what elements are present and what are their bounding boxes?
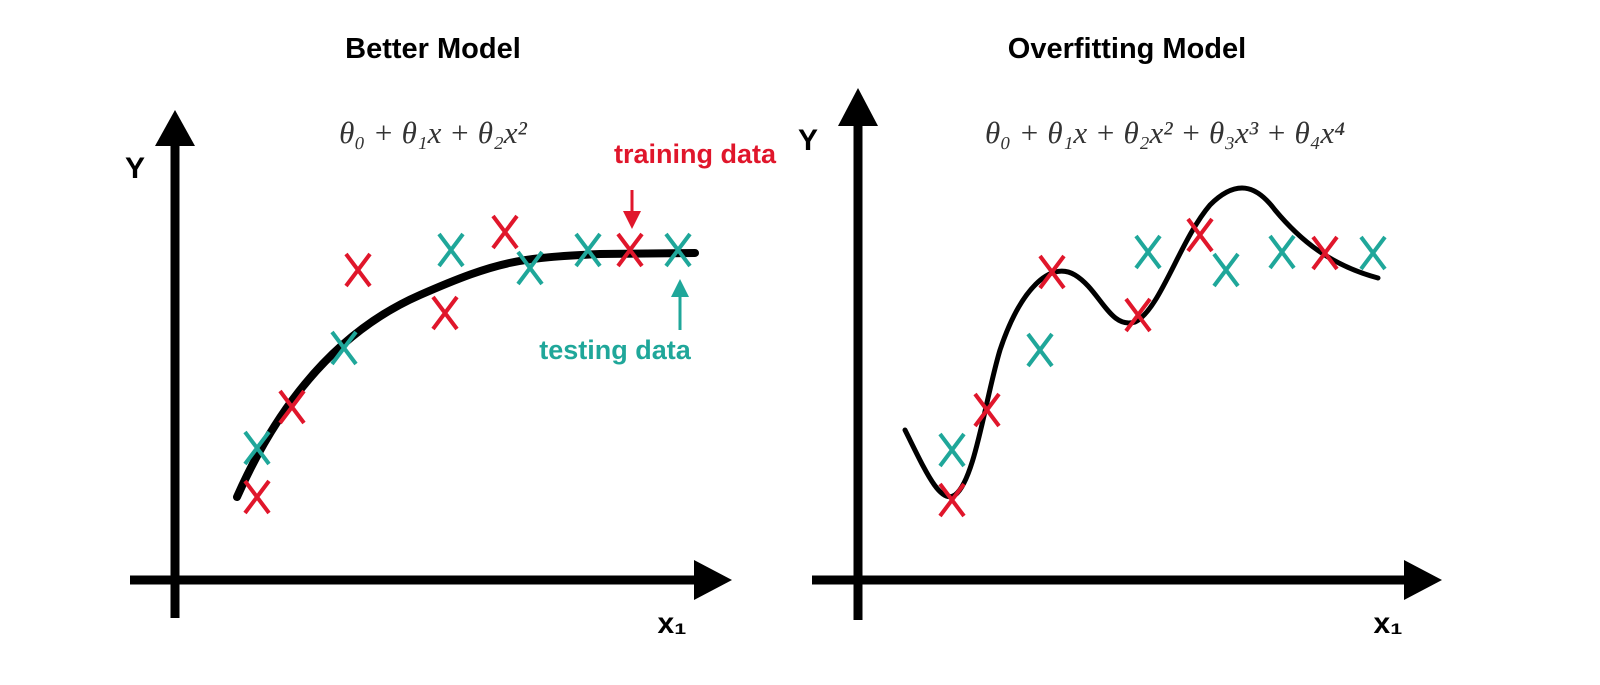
panel-title: Better Model [345,33,521,65]
testing-point [938,432,966,468]
testing-point [437,232,465,268]
testing-point [1268,234,1296,270]
testing-point [1026,332,1054,368]
formula: θ₀ + θ₁x + θ₂x² + θ₃x³ + θ₄x⁴ [985,115,1345,150]
axis-arrow [838,88,878,126]
axis-arrow [155,110,195,146]
training-point [1038,254,1066,290]
formula: θ₀ + θ₁x + θ₂x² [339,115,527,150]
x-label: x₁ [657,607,686,640]
annotation: testing data [539,335,692,365]
training-point [973,392,1001,428]
training-point [431,295,459,331]
x-label: x₁ [1373,607,1402,640]
testing-point [1134,234,1162,270]
axis-arrow [1404,560,1442,600]
y-label: Y [798,124,818,157]
fit-curve [233,249,699,501]
training-point [243,479,271,515]
training-point [1186,217,1214,253]
testing-point [664,232,692,268]
training-point [1311,235,1339,271]
panel-title: Overfitting Model [1008,33,1246,65]
data-points [243,214,1387,518]
testing-point [1359,235,1387,271]
y-label: Y [125,152,145,185]
testing-point [516,250,544,286]
training-point [278,389,306,425]
training-point [938,482,966,518]
annotation: training data [614,139,777,169]
testing-point [1212,252,1240,288]
testing-point [574,232,602,268]
training-point [1124,297,1152,333]
testing-point [243,430,271,466]
fit-curve [902,185,1381,500]
training-point [616,232,644,268]
axis-arrow [694,560,732,600]
testing-point [330,330,358,366]
training-point [344,252,372,288]
training-point [491,214,519,250]
